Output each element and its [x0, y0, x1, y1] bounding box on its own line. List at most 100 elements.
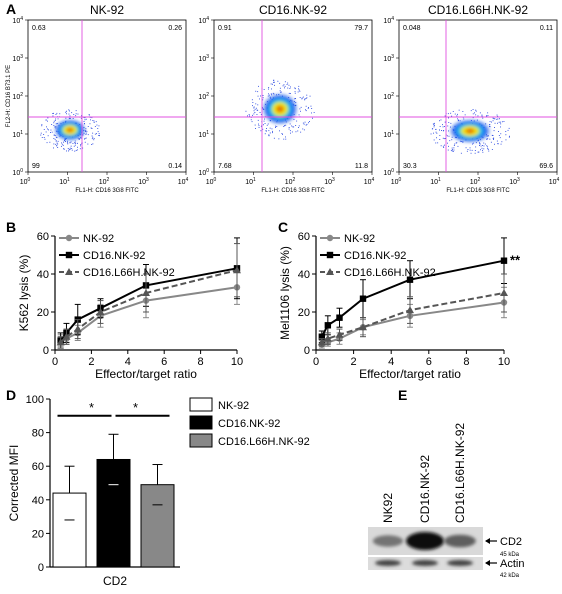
flow-event-dot	[444, 144, 445, 146]
tick-base: 10	[12, 18, 20, 25]
flow-event-dot	[258, 125, 260, 127]
flow-event-dot	[253, 107, 255, 109]
flow-event-dot	[472, 143, 473, 145]
flow-y-tick-label: 103	[12, 54, 23, 63]
tick-exponent: 1	[253, 177, 256, 183]
tick-base: 10	[20, 179, 28, 186]
flow-plot-title: CD16.L66H.NK-92	[428, 3, 528, 17]
flow-event-dot	[271, 128, 273, 130]
flow-x-tick-label: 103	[138, 177, 149, 186]
flow-event-dot	[505, 131, 507, 132]
flow-event-dot	[457, 145, 459, 147]
flow-event-dot	[72, 143, 74, 144]
flow-event-dot	[441, 130, 442, 131]
flow-event-dot	[289, 130, 291, 132]
flow-density-cloud	[262, 93, 298, 125]
flow-event-dot	[447, 149, 449, 151]
tick-exponent: 4	[557, 177, 560, 183]
flow-event-dot	[305, 98, 307, 99]
flow-event-dot	[467, 149, 469, 150]
flow-event-dot	[275, 125, 277, 127]
flow-event-dot	[300, 106, 302, 108]
flow-event-dot	[99, 135, 100, 137]
flow-event-dot	[444, 126, 445, 127]
flow-event-dot	[472, 109, 474, 110]
flow-event-dot	[50, 129, 52, 131]
flow-event-dot	[279, 90, 281, 92]
flow-event-dot	[491, 121, 492, 123]
x-tick-label: 0	[313, 356, 319, 368]
flow-event-dot	[255, 128, 256, 129]
tick-base: 10	[12, 170, 20, 177]
series-cd16-nk-92: CD16.NK-92	[318, 237, 508, 343]
flow-event-dot	[462, 111, 464, 112]
x-tick-label: 8	[463, 356, 469, 368]
flow-event-dot	[508, 136, 510, 138]
flow-event-dot	[298, 89, 300, 91]
flow-event-dot	[55, 118, 57, 120]
flow-event-dot	[63, 148, 65, 149]
flow-event-dot	[91, 144, 93, 145]
flow-event-dot	[501, 121, 503, 123]
flow-event-dot	[74, 140, 76, 142]
x-tick-label: 2	[351, 356, 357, 368]
y-tick-label: 80	[32, 428, 44, 440]
flow-event-dot	[300, 110, 301, 112]
flow-event-dot	[455, 142, 457, 144]
tick-base: 10	[206, 179, 214, 186]
flow-event-dot	[451, 150, 453, 152]
flow-event-dot	[454, 143, 456, 145]
flow-event-dot	[482, 117, 484, 119]
flow-event-dot	[301, 97, 303, 99]
flow-event-dot	[252, 114, 253, 116]
tick-base: 10	[198, 170, 206, 177]
flow-event-dot	[267, 95, 269, 97]
flow-event-dot	[475, 109, 477, 111]
panel-letter-b: B	[6, 219, 16, 235]
tick-base: 10	[178, 179, 186, 186]
flow-event-dot	[451, 147, 453, 149]
flow-event-dot	[93, 139, 95, 141]
flow-event-dot	[245, 110, 247, 112]
y-tick-label: 60	[37, 231, 49, 243]
flow-event-dot	[444, 115, 446, 117]
y-tick-label: 100	[26, 394, 44, 406]
flow-event-dot	[286, 84, 288, 85]
tick-base: 10	[99, 179, 107, 186]
blot-band-actin	[447, 560, 473, 566]
flow-event-dot	[84, 119, 86, 121]
significance-annotation: **	[510, 253, 521, 268]
flow-event-dot	[47, 117, 49, 119]
flow-event-dot	[487, 149, 489, 150]
flow-event-dot	[257, 95, 259, 97]
flow-y-tick-label: 104	[383, 16, 394, 25]
flow-event-dot	[282, 85, 284, 87]
y-tick-label: 20	[298, 307, 310, 319]
flow-event-dot	[67, 142, 68, 144]
quadrant-lower-right: 69.6	[539, 163, 553, 170]
flow-event-dot	[442, 126, 444, 128]
flow-event-dot	[264, 123, 266, 124]
flow-event-dot	[71, 148, 73, 149]
tick-exponent: 3	[517, 177, 520, 183]
flow-event-dot	[308, 122, 309, 124]
flow-event-dot	[492, 135, 494, 136]
flow-event-dot	[61, 143, 63, 145]
flow-event-dot	[451, 115, 453, 117]
flow-event-dot	[292, 126, 294, 128]
flow-event-dot	[482, 145, 483, 146]
flow-event-dot	[295, 125, 297, 126]
flow-event-dot	[260, 114, 262, 115]
flow-event-dot	[268, 88, 269, 90]
flow-event-dot	[289, 88, 291, 89]
flow-event-dot	[45, 119, 47, 121]
flow-y-tick-label: 102	[198, 92, 209, 101]
y-tick-label: 0	[38, 562, 44, 574]
flow-event-dot	[284, 87, 285, 89]
flow-event-dot	[507, 129, 509, 131]
flow-event-dot	[471, 149, 473, 151]
flow-event-dot	[90, 119, 91, 121]
flow-event-dot	[259, 98, 260, 100]
flow-event-dot	[494, 127, 495, 128]
